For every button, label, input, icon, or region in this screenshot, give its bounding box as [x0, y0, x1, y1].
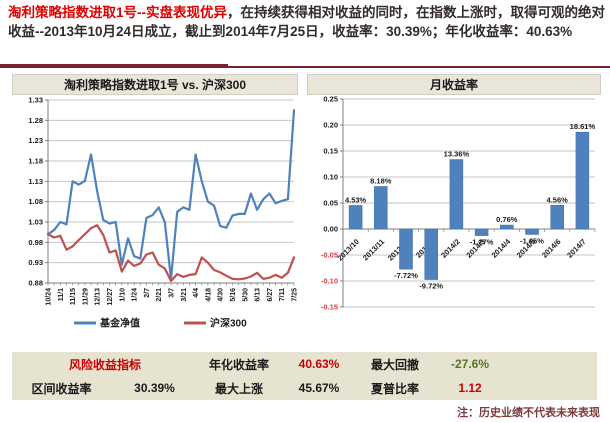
divider	[0, 62, 610, 68]
svg-text:4.53%: 4.53%	[345, 195, 367, 204]
svg-text:1.13: 1.13	[28, 177, 43, 186]
svg-text:2014/2: 2014/2	[439, 237, 462, 260]
nav-chart-title: 淘利策略指数进取1号 vs. 沪深300	[12, 74, 298, 95]
svg-text:11/15: 11/15	[70, 288, 77, 305]
svg-text:0.88: 0.88	[28, 279, 43, 288]
svg-text:12/27: 12/27	[107, 288, 114, 306]
svg-text:1.23: 1.23	[28, 136, 43, 145]
svg-text:1.03: 1.03	[28, 218, 43, 227]
svg-text:3/7: 3/7	[169, 288, 176, 298]
svg-text:0.15: 0.15	[323, 147, 338, 156]
svg-text:2013/10: 2013/10	[335, 237, 361, 263]
svg-text:4.56%: 4.56%	[547, 195, 569, 204]
interval-return-label: 区间收益率	[31, 381, 92, 396]
max-rise-label: 最大上涨	[214, 381, 263, 396]
svg-text:4/4: 4/4	[193, 288, 200, 298]
max-drawdown-label: 最大回撤	[370, 357, 419, 372]
svg-text:2014/7: 2014/7	[565, 237, 588, 260]
headline: 淘利策略指数进取1号--实盘表现优异，在持续获得相对收益的同时，在指数上涨时，取…	[8, 3, 605, 41]
svg-text:6/13: 6/13	[255, 288, 262, 302]
svg-text:0.05: 0.05	[323, 199, 338, 208]
svg-text:7/11: 7/11	[279, 288, 286, 301]
svg-text:0.10: 0.10	[323, 173, 338, 182]
svg-text:1/24: 1/24	[132, 288, 139, 302]
svg-text:11/29: 11/29	[82, 288, 89, 305]
svg-text:0.20: 0.20	[323, 121, 338, 130]
divider-thick-segment	[0, 64, 228, 68]
svg-text:2013/11: 2013/11	[361, 237, 386, 262]
svg-text:1/10: 1/10	[119, 288, 126, 302]
disclaimer-note: 注：历史业绩不代表未来表现	[457, 407, 600, 419]
monthly-return-panel: 月收益率 0.25 0.20 0.15 0.10 0.05 0.00 -0.05 -0.10 -…	[307, 74, 601, 340]
svg-text:-0.05: -0.05	[321, 251, 338, 260]
interval-return-value: 30.39%	[134, 381, 175, 395]
svg-text:6/27: 6/27	[267, 288, 274, 302]
svg-text:0.76%: 0.76%	[496, 215, 518, 224]
annualized-return-value: 40.63%	[298, 357, 340, 371]
svg-text:1.33: 1.33	[28, 96, 43, 105]
svg-text:5/16: 5/16	[230, 288, 237, 302]
svg-text:-1.27%: -1.27%	[470, 238, 494, 247]
max-drawdown-value: -27.6%	[450, 357, 490, 371]
divider-thin-segment	[228, 66, 610, 68]
svg-text:1.28: 1.28	[28, 116, 43, 125]
svg-text:2/7: 2/7	[144, 288, 151, 298]
svg-text:-0.15: -0.15	[321, 303, 338, 312]
svg-text:3/21: 3/21	[181, 288, 188, 302]
svg-text:12/13: 12/13	[95, 288, 102, 306]
svg-text:7/25: 7/25	[292, 288, 299, 302]
monthly-return-title: 月收益率	[307, 74, 601, 95]
svg-text:4/18: 4/18	[205, 288, 212, 302]
svg-text:-9.72%: -9.72%	[419, 282, 443, 291]
svg-text:1.08: 1.08	[28, 197, 43, 206]
svg-text:0.25: 0.25	[323, 95, 338, 104]
risk-return-table: 风险收益指标 年化收益率 40.63% 最大回撤 -27.6% 区间收益率 30…	[12, 352, 597, 400]
svg-text:-1.05%: -1.05%	[520, 236, 544, 245]
svg-text:-0.10: -0.10	[321, 277, 338, 286]
svg-text:沪深300: 沪深300	[210, 317, 247, 330]
svg-text:11/1: 11/1	[58, 288, 65, 301]
svg-text:1.18: 1.18	[28, 157, 43, 166]
svg-text:0.93: 0.93	[28, 258, 43, 267]
svg-text:5/30: 5/30	[242, 288, 249, 302]
headline-highlight: 淘利策略指数进取1号--实盘表现优异	[8, 5, 227, 20]
svg-text:18.61%: 18.61%	[570, 122, 596, 131]
annualized-return-label: 年化收益率	[208, 357, 269, 372]
svg-text:2/21: 2/21	[156, 288, 163, 302]
nav-vs-index-line-chart: 1.33 1.28 1.23 1.18 1.13 1.08 1.03 0.98 0.93 0.88…	[12, 95, 298, 340]
svg-text:0.98: 0.98	[28, 238, 43, 247]
svg-text:0.00: 0.00	[323, 225, 338, 234]
sharpe-ratio-value: 1.12	[458, 381, 482, 395]
table-header-risk-return: 风险收益指标	[68, 357, 141, 372]
max-rise-value: 45.67%	[298, 381, 340, 395]
headline-rest: ，在持续获得相对收益的同时，在指数上涨时，取得可观的绝对收益--2013年10月…	[8, 5, 605, 39]
svg-text:13.36%: 13.36%	[444, 150, 470, 159]
nav-chart-panel: 淘利策略指数进取1号 vs. 沪深300 1.33 1.28 1.23 1.18 1.1…	[12, 74, 298, 340]
svg-text:-7.72%: -7.72%	[394, 271, 418, 280]
sharpe-ratio-label: 夏普比率	[370, 381, 419, 396]
svg-text:10/24: 10/24	[46, 288, 53, 306]
svg-text:基金净值: 基金净值	[99, 317, 140, 330]
svg-text:8.18%: 8.18%	[370, 176, 392, 185]
svg-text:4/30: 4/30	[218, 288, 225, 302]
monthly-return-bar-chart: 0.25 0.20 0.15 0.10 0.05 0.00 -0.05 -0.10 -0.15 2…	[307, 95, 601, 340]
